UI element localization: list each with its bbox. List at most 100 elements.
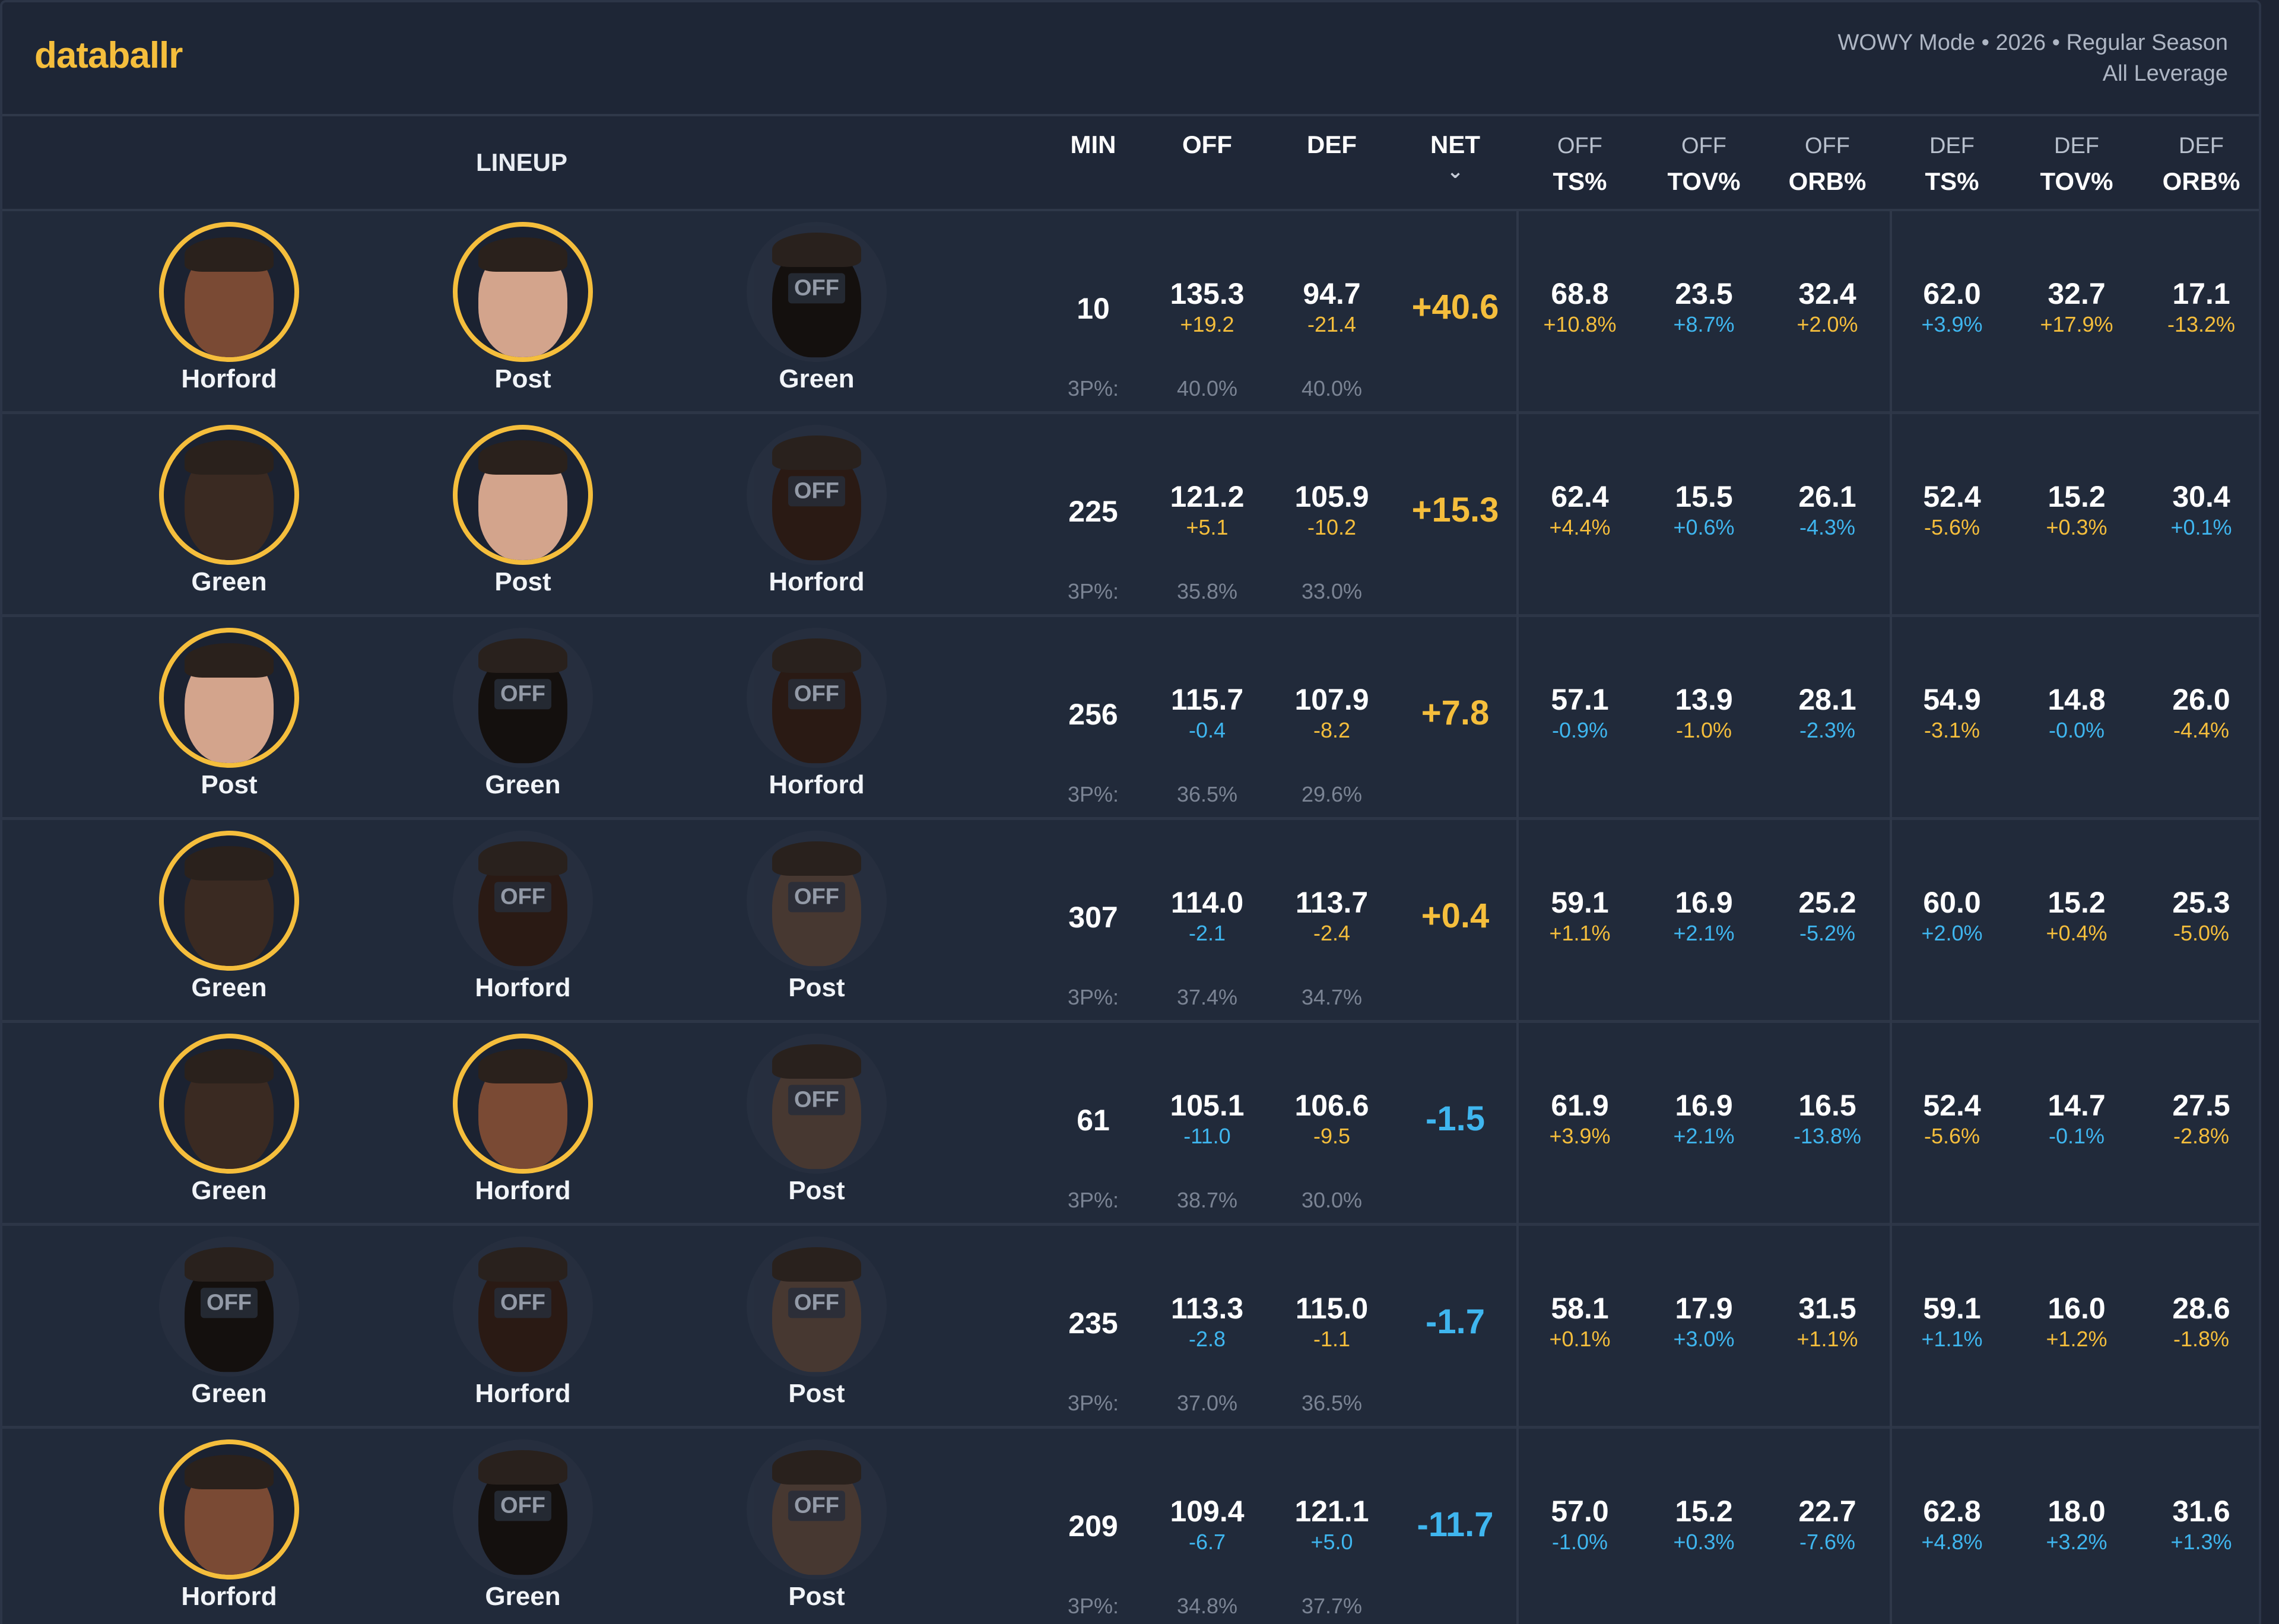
player-avatar[interactable]: OFF (747, 222, 887, 362)
player-name: Post (494, 364, 551, 393)
player-avatar[interactable] (453, 1034, 593, 1174)
net-rating: +40.6 (1411, 288, 1499, 326)
off-orb-change: -2.3% (1799, 718, 1856, 742)
player-avatar[interactable] (159, 222, 299, 362)
lineup-header[interactable]: LINEUP (475, 148, 567, 176)
logo[interactable]: databallr (34, 35, 183, 76)
table-row[interactable]: Post OFF Green OFF Horford 256 3P%: 115.7 -0.4 36… (2, 617, 2259, 820)
off-orb-value: 28.1 (1798, 683, 1856, 716)
player-slot[interactable]: OFF Green (152, 1237, 306, 1409)
off-three-pt: 40.0% (1176, 376, 1238, 401)
player-slot[interactable]: Green (152, 1034, 306, 1206)
off-tov-change: +0.6% (1673, 515, 1735, 539)
player-avatar[interactable] (159, 1439, 299, 1579)
player-hair (478, 440, 567, 475)
player-hair (772, 1247, 861, 1282)
def-orb-cell: 17.1 -13.2% (2139, 277, 2259, 338)
player-slot[interactable]: Green (152, 425, 306, 597)
player-avatar[interactable] (159, 425, 299, 565)
player-slot[interactable]: OFF Post (739, 1034, 894, 1206)
player-slot[interactable]: OFF Green (446, 1439, 600, 1612)
def-orb-change: +0.1% (2170, 515, 2232, 539)
def-orb-change: +1.3% (2170, 1530, 2232, 1554)
player-slot[interactable]: Green (152, 831, 306, 1003)
player-slot[interactable]: OFF Post (739, 1237, 894, 1409)
def-ts-header[interactable]: DEF TS% (1925, 134, 1979, 195)
player-slot[interactable]: OFF Horford (739, 628, 894, 800)
off-tov-value: 16.9 (1675, 886, 1733, 919)
table-row[interactable]: Green OFF Horford OFF Post 307 3P%: 114.0 -2.1 37… (2, 820, 2259, 1023)
def-ts-value: 52.4 (1923, 1089, 1981, 1122)
off-change: -11.0 (1183, 1124, 1231, 1148)
def-ts-value: 60.0 (1923, 886, 1981, 919)
min-header[interactable]: MIN (1070, 131, 1116, 158)
player-avatar[interactable]: OFF (747, 1034, 887, 1174)
def-tov-header[interactable]: DEF TOV% (2040, 134, 2113, 195)
def-orb-value: 28.6 (2172, 1292, 2230, 1325)
def-rating-cell: 105.9 -10.2 (1269, 479, 1394, 541)
def-header[interactable]: DEF (1307, 131, 1357, 158)
player-avatar[interactable]: OFF (747, 425, 887, 565)
player-slot[interactable]: Horford (446, 1034, 600, 1206)
off-orb-cell: 22.7 -7.6% (1765, 1494, 1890, 1556)
player-slot[interactable]: OFF Horford (446, 831, 600, 1003)
three-pt-label: 3P%: (1067, 985, 1119, 1009)
three-pt-label: 3P%: (1067, 376, 1119, 401)
off-rating-cell: 105.1 -11.0 (1145, 1088, 1269, 1150)
off-ts-value: 59.1 (1551, 886, 1609, 919)
table-row[interactable]: Green Horford OFF Post 61 3P%: 105.1 -11.0 38.7%… (2, 1023, 2259, 1226)
player-slot[interactable]: OFF Post (739, 831, 894, 1003)
player-name: Horford (475, 973, 571, 1002)
player-avatar[interactable]: OFF (747, 628, 887, 768)
player-avatar[interactable] (159, 831, 299, 971)
player-avatar[interactable]: OFF (453, 1237, 593, 1377)
table-row[interactable]: OFF Green OFF Horford OFF Post 235 3P%: 113.3 -2.… (2, 1226, 2259, 1429)
net-rating: +15.3 (1411, 491, 1499, 529)
table-row[interactable]: Green Post OFF Horford 225 3P%: 121.2 +5.1 35.8%… (2, 414, 2259, 617)
player-slot[interactable]: Horford (152, 1439, 306, 1612)
player-avatar[interactable]: OFF (453, 831, 593, 971)
def-tov-cell: 14.8 -0.0% (2014, 682, 2139, 744)
def-orb-value: 26.0 (2172, 683, 2230, 716)
player-slot[interactable]: OFF Green (739, 222, 894, 394)
off-orb-header[interactable]: OFF ORB% (1788, 134, 1867, 195)
off-ts-change: +10.8% (1543, 312, 1617, 336)
player-slot[interactable]: Post (446, 425, 600, 597)
off-header[interactable]: OFF (1182, 131, 1232, 158)
player-slot[interactable]: OFF Green (446, 628, 600, 800)
net-rating: +7.8 (1421, 694, 1490, 732)
def-orb-header[interactable]: DEF ORB% (2162, 134, 2240, 195)
min-value: 256 (1068, 698, 1118, 731)
off-tov-header[interactable]: OFF TOV% (1667, 134, 1741, 195)
player-avatar[interactable]: OFF (747, 831, 887, 971)
table-row[interactable]: Horford Post OFF Green 10 3P%: 135.3 +19.2 40.0%… (2, 211, 2259, 414)
off-three-pt: 38.7% (1176, 1188, 1238, 1212)
player-avatar[interactable] (159, 628, 299, 768)
player-hair (185, 643, 274, 678)
player-avatar[interactable]: OFF (453, 628, 593, 768)
player-slot[interactable]: Horford (152, 222, 306, 394)
player-name: Post (494, 567, 551, 596)
def-rating: 106.6 (1294, 1089, 1369, 1122)
player-name: Green (191, 973, 267, 1002)
player-avatar[interactable]: OFF (453, 1439, 593, 1579)
player-slot[interactable]: OFF Horford (446, 1237, 600, 1409)
player-slot[interactable]: OFF Horford (739, 425, 894, 597)
off-ts-header[interactable]: OFF TS% (1553, 134, 1607, 195)
off-rating: 114.0 (1170, 886, 1244, 919)
player-avatar[interactable]: OFF (747, 1237, 887, 1377)
player-avatar[interactable] (453, 425, 593, 565)
player-slot[interactable]: OFF Post (739, 1439, 894, 1612)
player-slot[interactable]: Post (152, 628, 306, 800)
net-rating: -11.7 (1417, 1505, 1494, 1544)
table-row[interactable]: Horford OFF Green OFF Post 209 3P%: 109.4 -6.7 34… (2, 1429, 2259, 1624)
player-avatar[interactable]: OFF (159, 1237, 299, 1377)
net-header[interactable]: NET ⌄ (1393, 127, 1518, 182)
player-avatar[interactable] (453, 222, 593, 362)
off-orb-change: -5.2% (1799, 921, 1856, 945)
off-ts-change: +0.1% (1549, 1327, 1611, 1351)
def-ts-cell: 54.9 -3.1% (1890, 682, 2014, 744)
player-avatar[interactable] (159, 1034, 299, 1174)
player-slot[interactable]: Post (446, 222, 600, 394)
player-avatar[interactable]: OFF (747, 1439, 887, 1579)
